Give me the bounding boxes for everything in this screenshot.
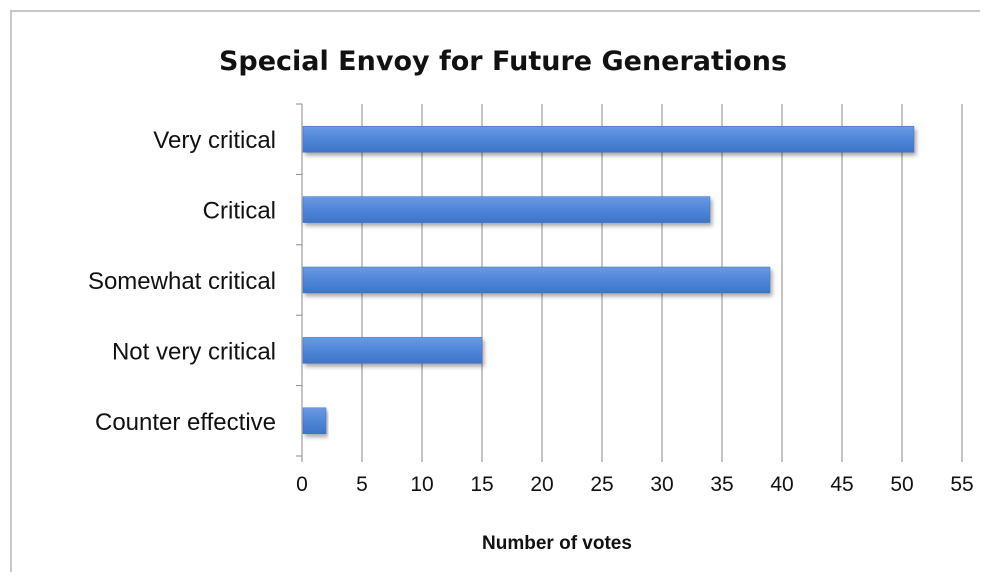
x-tick-label: 30	[650, 473, 673, 496]
x-tick-label: 15	[470, 473, 493, 496]
category-label: Somewhat critical	[88, 268, 276, 295]
x-tick-label: 10	[410, 473, 433, 496]
x-tick-label: 45	[830, 473, 853, 496]
x-tick-label: 50	[890, 473, 913, 496]
x-tick-label: 0	[296, 473, 308, 496]
bar	[303, 408, 326, 434]
bar	[303, 267, 770, 293]
bar	[303, 197, 710, 223]
chart-title: Special Envoy for Future Generations	[219, 46, 787, 77]
x-tick-label: 35	[710, 473, 733, 496]
category-label: Critical	[203, 198, 276, 225]
bars	[303, 126, 914, 434]
x-tick-label: 55	[950, 473, 973, 496]
category-label: Not very critical	[112, 338, 276, 365]
category-labels: Very critical Critical Somewhat critical No…	[88, 127, 276, 436]
category-label: Very critical	[153, 127, 276, 154]
x-tick-label: 5	[356, 473, 368, 496]
bar	[303, 337, 482, 363]
x-tick-label: 20	[530, 473, 553, 496]
x-tick-label: 40	[770, 473, 793, 496]
x-axis-title: Number of votes	[482, 533, 632, 554]
x-tick-label: 25	[590, 473, 613, 496]
x-tick-labels: 0 5 10 15 20 25 30 35 40 45 50 55	[296, 473, 974, 496]
bar	[303, 126, 914, 152]
category-label: Counter effective	[95, 409, 276, 436]
